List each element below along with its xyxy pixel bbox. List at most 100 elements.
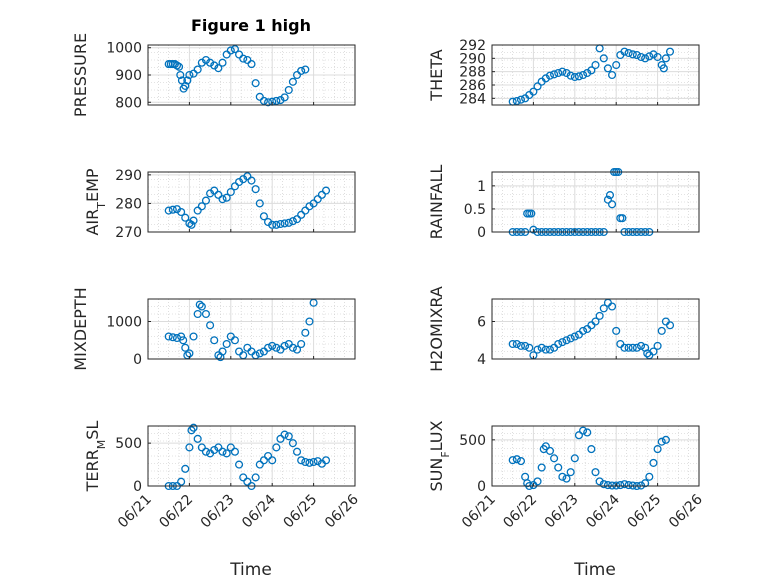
data-point-theta	[566, 71, 575, 80]
data-point-air-temp	[189, 216, 198, 225]
data-point-mixdepth	[179, 336, 188, 345]
y-axis-label-terr-msl: TERRMSL	[83, 421, 108, 493]
data-point-terr-msl	[181, 464, 190, 473]
data-point-sun-flux	[537, 463, 546, 472]
axes-box	[491, 44, 700, 106]
data-point-sun-flux	[657, 437, 666, 446]
data-point-terr-msl	[239, 473, 248, 482]
data-point-pressure	[230, 45, 239, 54]
data-point-h2omixra	[591, 317, 600, 326]
data-point-sun-flux	[591, 468, 600, 477]
y-tick-label: 500	[459, 433, 486, 449]
y-tick-label: 0	[477, 479, 486, 495]
axes-box	[147, 425, 356, 487]
y-tick-label: 1	[477, 179, 486, 195]
data-point-air-temp	[317, 190, 326, 199]
data-point-air-temp	[292, 215, 302, 224]
data-point-h2omixra	[649, 347, 658, 356]
data-point-pressure	[189, 69, 198, 78]
data-point-terr-msl	[210, 445, 219, 455]
data-point-theta	[608, 70, 617, 80]
data-point-theta	[512, 96, 521, 106]
data-point-mixdepth	[201, 309, 211, 319]
data-point-air-temp	[255, 199, 264, 208]
data-point-terr-msl	[201, 447, 211, 456]
x-tick-label: 06/23	[198, 492, 238, 532]
data-point-air-temp	[218, 195, 227, 204]
data-point-pressure	[226, 46, 235, 55]
y-tick-label: 500	[115, 436, 142, 452]
x-axis-label-right: Time	[573, 560, 616, 580]
data-point-sun-flux	[558, 472, 567, 481]
data-point-terr-msl	[189, 423, 198, 432]
x-tick-label: 06/25	[625, 492, 665, 532]
data-point-sun-flux	[624, 481, 633, 490]
y-tick-label: 1000	[106, 315, 142, 331]
data-point-rainfall	[605, 191, 615, 200]
data-point-theta	[653, 52, 662, 62]
subplot-air-temp: 270 280 290 AIRTEMP	[83, 168, 356, 241]
y-axis-label-theta: THETA	[427, 49, 446, 101]
data-point-sun-flux	[512, 455, 521, 464]
data-point-terr-msl	[280, 430, 289, 439]
subplot-rainfall: 0 0.5 1 RAINFALL	[427, 165, 700, 241]
data-point-terr-msl	[251, 473, 260, 482]
data-point-mixdepth	[268, 341, 277, 350]
data-point-air-temp	[247, 176, 256, 185]
data-point-mixdepth	[195, 300, 204, 309]
data-point-terr-msl	[268, 456, 277, 465]
y-tick-label: 284	[459, 91, 486, 107]
data-point-air-temp	[181, 213, 190, 222]
data-point-sun-flux	[562, 474, 571, 483]
data-point-h2omixra	[554, 339, 563, 349]
x-axis-label-left: Time	[229, 560, 272, 580]
data-point-pressure	[193, 65, 202, 74]
data-point-terr-msl	[297, 456, 306, 465]
data-point-air-temp	[214, 190, 223, 199]
data-point-h2omixra	[636, 341, 646, 350]
data-point-mixdepth	[210, 336, 219, 345]
data-point-mixdepth	[218, 347, 227, 356]
data-point-h2omixra	[521, 341, 530, 350]
data-point-pressure	[284, 85, 293, 95]
data-point-pressure	[247, 60, 256, 69]
data-point-theta	[533, 82, 542, 91]
data-point-terr-msl	[214, 443, 223, 452]
data-point-air-temp	[243, 172, 252, 181]
axes-box	[147, 171, 356, 233]
data-point-h2omixra	[599, 304, 608, 313]
data-point-theta	[583, 68, 592, 78]
data-point-theta	[574, 72, 583, 81]
data-point-pressure	[185, 70, 194, 80]
data-point-rainfall	[618, 214, 627, 223]
data-point-air-temp	[321, 186, 331, 195]
data-point-air-temp	[284, 218, 293, 227]
data-point-pressure	[243, 55, 252, 65]
data-point-h2omixra	[516, 341, 526, 350]
data-point-air-temp	[309, 199, 318, 208]
subplot-h2omixra: 4 6 H2OMIXRA	[427, 286, 700, 372]
data-point-h2omixra	[570, 332, 579, 341]
data-point-mixdepth	[222, 339, 231, 349]
y-tick-label: 1000	[106, 41, 142, 57]
data-point-theta	[624, 48, 633, 58]
axes-box	[491, 425, 700, 487]
data-point-terr-msl	[230, 447, 239, 456]
data-point-mixdepth	[272, 343, 281, 352]
y-tick-label: 0	[477, 225, 486, 241]
y-tick-label: 292	[459, 38, 486, 54]
data-point-terr-msl	[259, 456, 268, 465]
data-point-terr-msl	[185, 443, 194, 452]
y-tick-label: 6	[477, 315, 486, 331]
data-point-air-temp	[168, 205, 177, 214]
data-point-terr-msl	[226, 443, 235, 452]
data-point-sun-flux	[661, 435, 670, 444]
data-point-terr-msl	[309, 457, 318, 467]
data-point-air-temp	[259, 212, 268, 221]
x-tick-label: 06/26	[666, 491, 706, 531]
data-point-air-temp	[297, 210, 306, 219]
x-tick-label: 06/23	[542, 492, 582, 532]
data-point-rainfall	[527, 209, 536, 218]
data-point-h2omixra	[595, 311, 604, 320]
data-point-h2omixra	[537, 343, 546, 352]
